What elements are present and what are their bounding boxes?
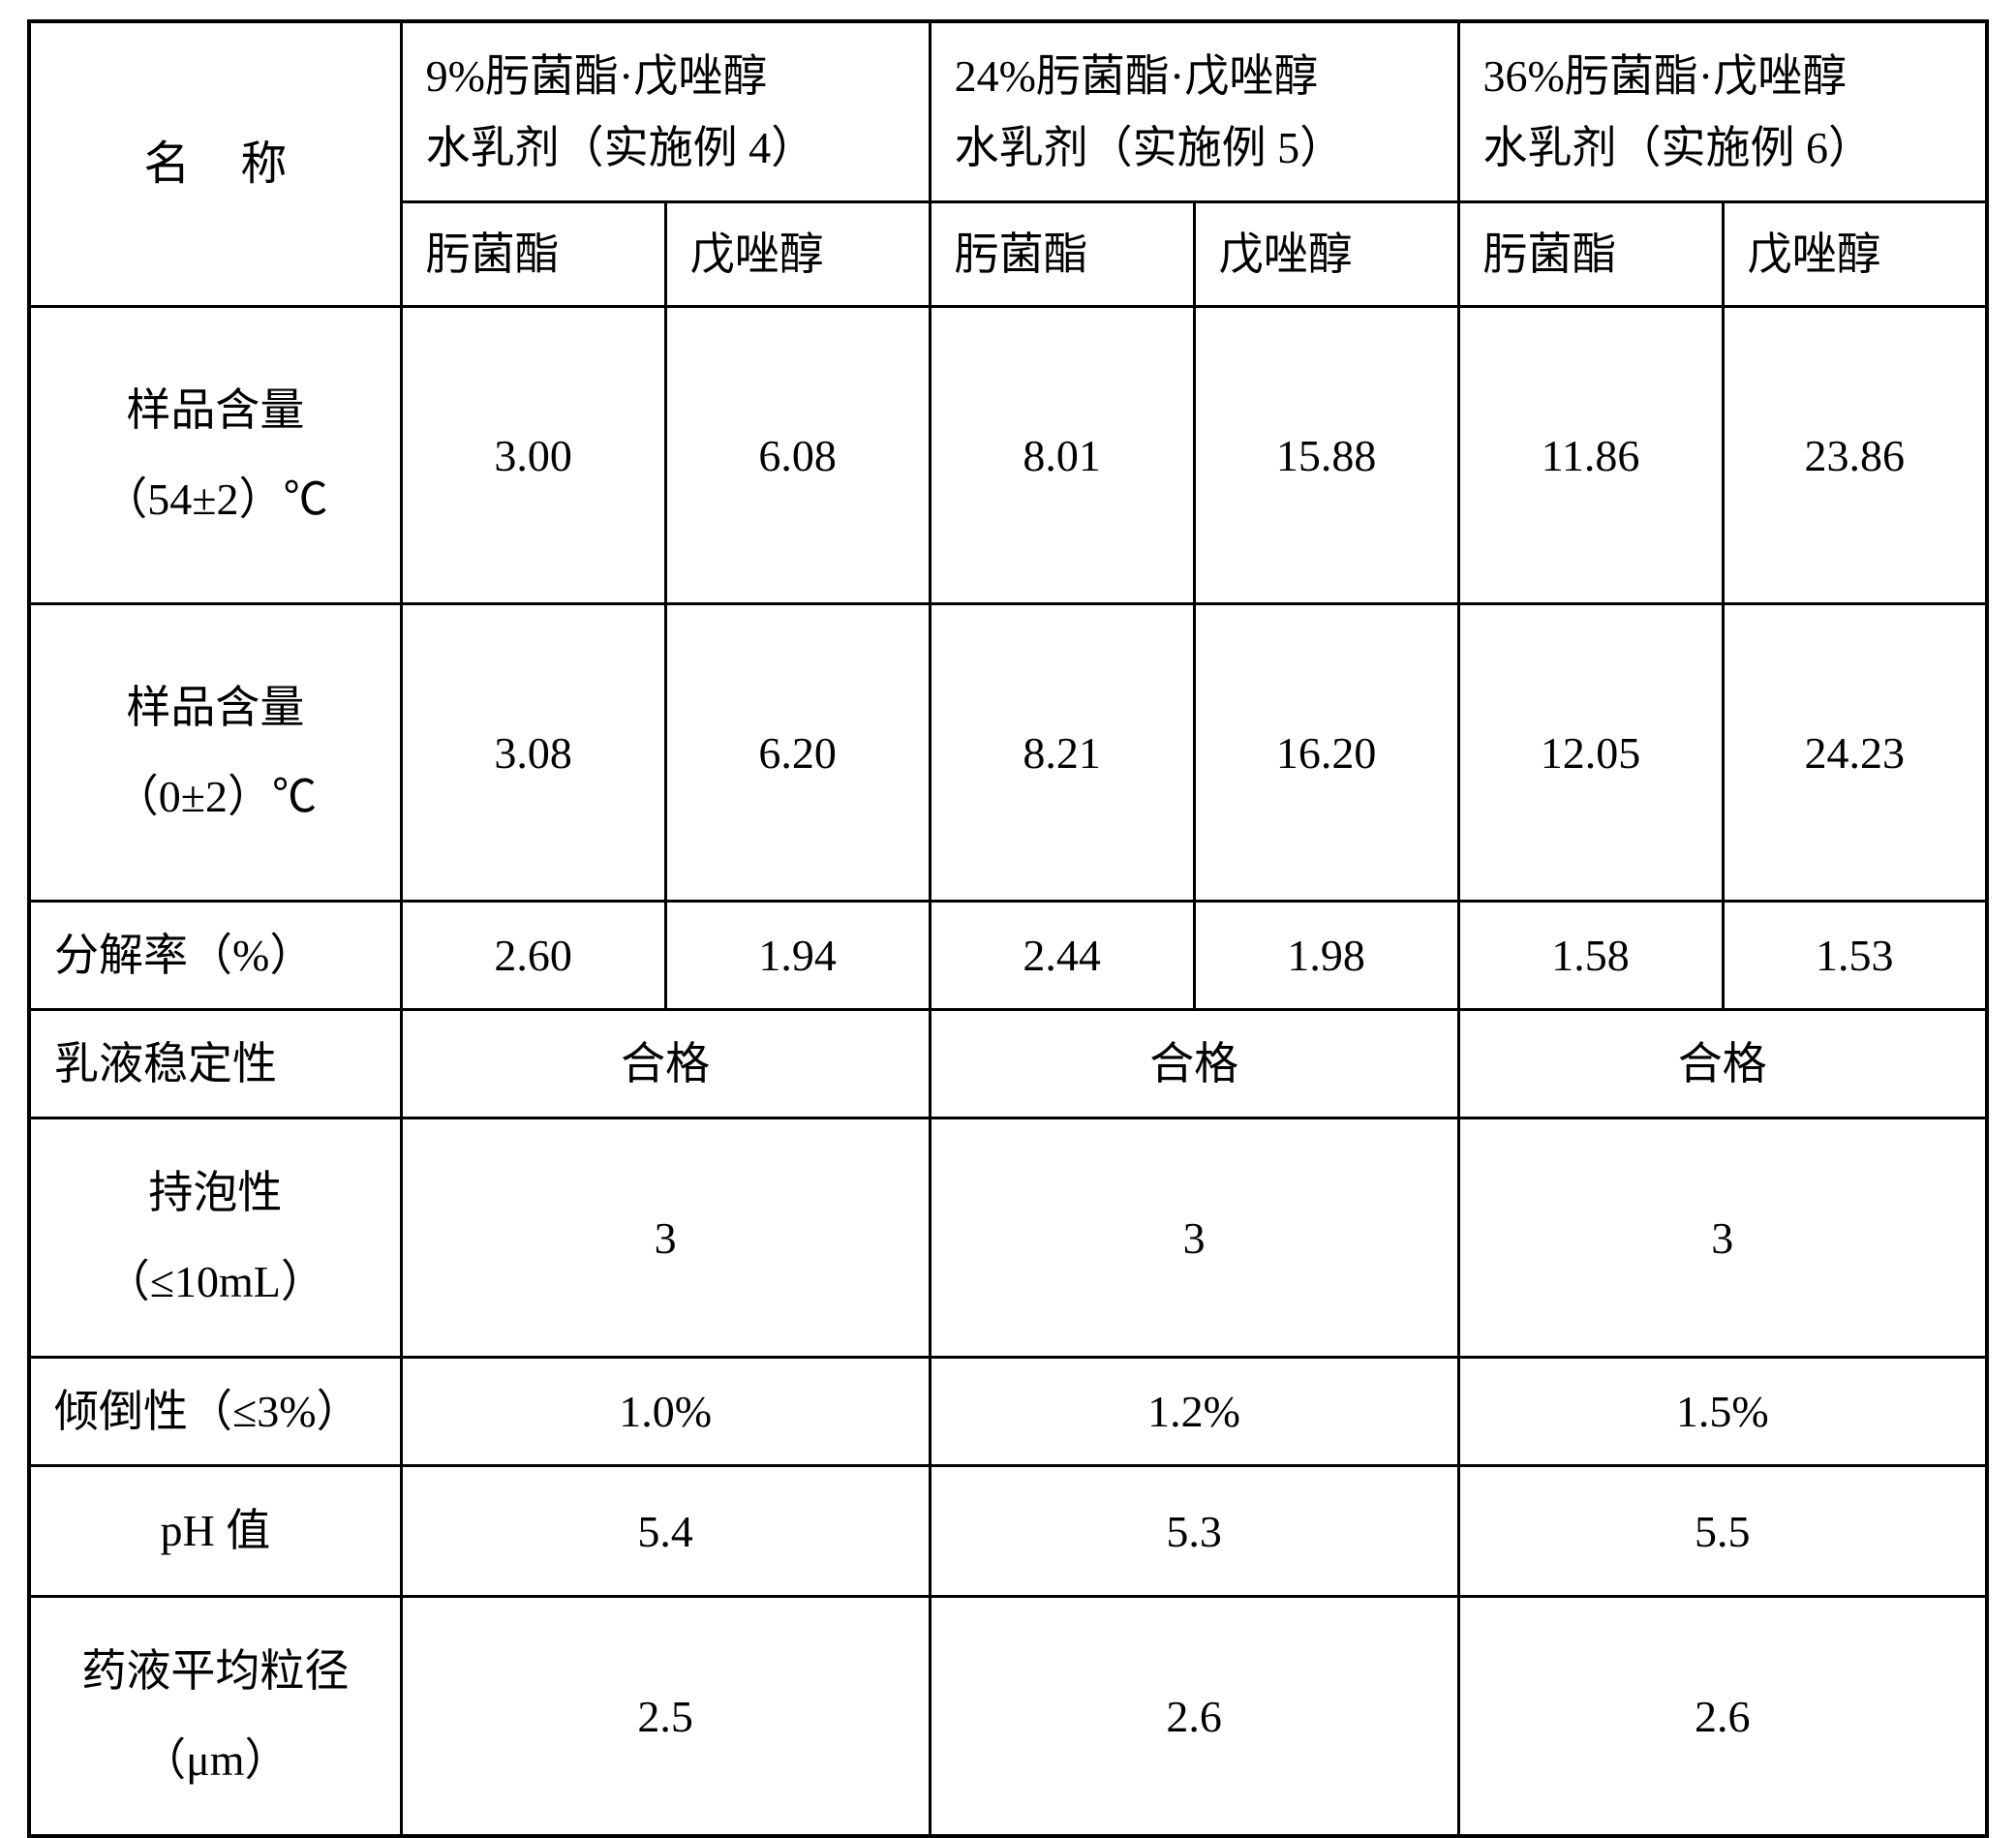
- row-label-m4: 药液平均粒径 （μm）: [29, 1597, 401, 1837]
- cell: 1.0%: [401, 1358, 930, 1466]
- col-group-1: 24%肟菌酯·戊唑醇 水乳剂（实施例 5）: [930, 21, 1458, 202]
- row-label-0-l1: 样品含量: [126, 385, 304, 435]
- cell: 1.2%: [930, 1358, 1458, 1466]
- cell: 2.60: [401, 902, 665, 1010]
- table-row: 样品含量 （0±2）℃ 3.08 6.20 8.21 16.20 12.05 2…: [29, 604, 1987, 902]
- row-label-1-l1: 样品含量: [126, 683, 304, 732]
- cell: 8.21: [930, 604, 1194, 902]
- row-label-2: 分解率（%）: [29, 902, 401, 1010]
- cell: 12.05: [1458, 604, 1723, 902]
- table-row: 药液平均粒径 （μm） 2.5 2.6 2.6: [29, 1597, 1987, 1837]
- table-header-row-1: 名 称 9%肟菌酯·戊唑醇 水乳剂（实施例 4） 24%肟菌酯·戊唑醇 水乳剂（…: [29, 21, 1987, 202]
- cell: 3: [401, 1118, 930, 1358]
- cell: 6.20: [665, 604, 930, 902]
- col-group-2-line2: 水乳剂（实施例 6）: [1483, 123, 1874, 172]
- row-label-m0: 乳液稳定性: [29, 1010, 401, 1118]
- row-label-m4-l1: 药液平均粒径: [81, 1646, 349, 1696]
- cell: 1.5%: [1458, 1358, 1987, 1466]
- col-group-0: 9%肟菌酯·戊唑醇 水乳剂（实施例 4）: [401, 21, 930, 202]
- cell: 16.20: [1194, 604, 1458, 902]
- subcol-2b: 戊唑醇: [1723, 202, 1987, 307]
- cell: 3.08: [401, 604, 665, 902]
- cell: 3: [930, 1118, 1458, 1358]
- cell: 1.94: [665, 902, 930, 1010]
- cell: 合格: [401, 1010, 930, 1118]
- row-label-0: 样品含量 （54±2）℃: [29, 307, 401, 604]
- row-label-m1-l2: （≤10mL）: [106, 1257, 325, 1306]
- data-table: 名 称 9%肟菌酯·戊唑醇 水乳剂（实施例 4） 24%肟菌酯·戊唑醇 水乳剂（…: [27, 19, 1989, 1838]
- cell: 23.86: [1723, 307, 1987, 604]
- table-row: 分解率（%） 2.60 1.94 2.44 1.98 1.58 1.53: [29, 902, 1987, 1010]
- subcol-1b: 戊唑醇: [1194, 202, 1458, 307]
- cell: 2.5: [401, 1597, 930, 1837]
- cell: 24.23: [1723, 604, 1987, 902]
- table-row: 样品含量 （54±2）℃ 3.00 6.08 8.01 15.88 11.86 …: [29, 307, 1987, 604]
- cell: 1.98: [1194, 902, 1458, 1010]
- cell: 5.3: [930, 1466, 1458, 1597]
- table-row: 持泡性 （≤10mL） 3 3 3: [29, 1118, 1987, 1358]
- row-label-m4-l2: （μm）: [141, 1735, 289, 1785]
- table-row: 倾倒性（≤3%） 1.0% 1.2% 1.5%: [29, 1358, 1987, 1466]
- table-row: 乳液稳定性 合格 合格 合格: [29, 1010, 1987, 1118]
- row-label-1-l2: （0±2）℃: [114, 772, 317, 821]
- col-group-0-line1: 9%肟菌酯·戊唑醇: [426, 51, 768, 101]
- cell: 1.53: [1723, 902, 1987, 1010]
- cell: 6.08: [665, 307, 930, 604]
- cell: 8.01: [930, 307, 1194, 604]
- row-label-m2: 倾倒性（≤3%）: [29, 1358, 401, 1466]
- subcol-0a: 肟菌酯: [401, 202, 665, 307]
- row-label-m1: 持泡性 （≤10mL）: [29, 1118, 401, 1358]
- col-group-1-line2: 水乳剂（实施例 5）: [955, 123, 1345, 172]
- cell: 2.44: [930, 902, 1194, 1010]
- table-row: pH 值 5.4 5.3 5.5: [29, 1466, 1987, 1597]
- col-name: 名 称: [29, 21, 401, 307]
- col-group-0-line2: 水乳剂（实施例 4）: [426, 123, 816, 172]
- cell: 15.88: [1194, 307, 1458, 604]
- col-group-2-line1: 36%肟菌酯·戊唑醇: [1483, 51, 1848, 101]
- cell: 5.4: [401, 1466, 930, 1597]
- subcol-1a: 肟菌酯: [930, 202, 1194, 307]
- cell: 2.6: [930, 1597, 1458, 1837]
- cell: 3.00: [401, 307, 665, 604]
- cell: 合格: [1458, 1010, 1987, 1118]
- cell: 合格: [930, 1010, 1458, 1118]
- col-group-1-line1: 24%肟菌酯·戊唑醇: [955, 51, 1319, 101]
- cell: 2.6: [1458, 1597, 1987, 1837]
- row-label-m1-l1: 持泡性: [148, 1168, 282, 1217]
- col-group-2: 36%肟菌酯·戊唑醇 水乳剂（实施例 6）: [1458, 21, 1987, 202]
- subcol-2a: 肟菌酯: [1458, 202, 1723, 307]
- row-label-1: 样品含量 （0±2）℃: [29, 604, 401, 902]
- row-label-m3: pH 值: [29, 1466, 401, 1597]
- subcol-0b: 戊唑醇: [665, 202, 930, 307]
- cell: 1.58: [1458, 902, 1723, 1010]
- cell: 3: [1458, 1118, 1987, 1358]
- row-label-0-l2: （54±2）℃: [103, 475, 327, 524]
- cell: 5.5: [1458, 1466, 1987, 1597]
- cell: 11.86: [1458, 307, 1723, 604]
